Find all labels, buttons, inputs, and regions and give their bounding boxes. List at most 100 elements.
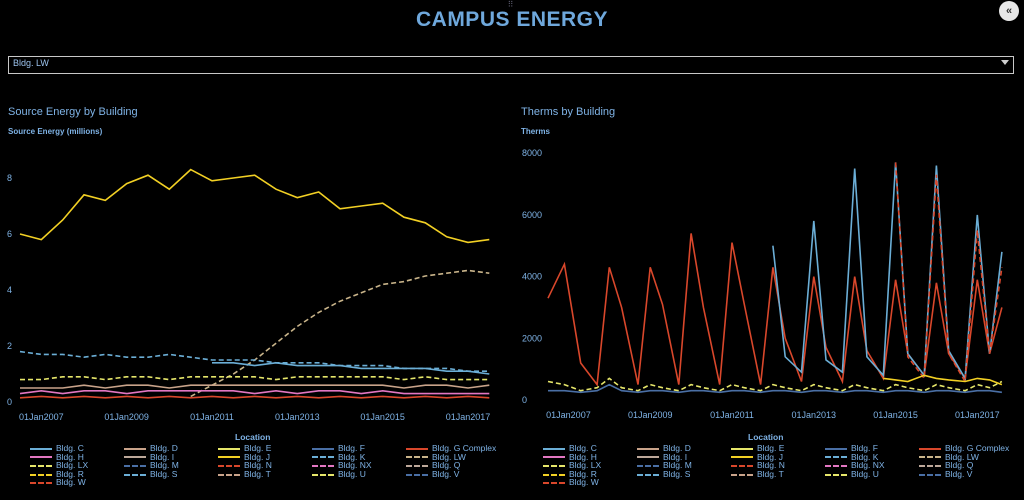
y-tick-label: 8 [7,173,12,183]
legend-label: Bldg. D [150,443,178,453]
legend-swatch [825,456,847,459]
y-axis-label-source-energy: Source Energy (millions) [8,127,103,136]
legend-label: Bldg. LW [432,451,466,462]
legend-swatch [30,447,52,450]
building-select[interactable]: Bldg. LW [8,56,1014,74]
legend-swatch [825,464,847,467]
legend-label: Bldg. M [663,460,692,471]
legend-label: Bldg. H [569,451,597,462]
series-line [894,162,1003,385]
legend-label: Bldg. W [56,477,86,488]
legend-label: Bldg. F [851,443,878,453]
legend-swatch [406,464,428,467]
legend-item: Bldg. Q [919,460,973,470]
legend-item: Bldg. F [312,443,365,453]
legend-swatch [30,464,52,467]
legend-label: Bldg. N [244,460,272,471]
legend-label: Bldg. K [851,451,879,462]
legend-label: Bldg. Q [945,460,974,471]
legend-item: Bldg. Q [406,460,460,470]
legend-label: Bldg. G Complex [432,443,497,453]
legend-label: Bldg. LX [56,460,89,471]
series-line [547,377,1003,392]
legend-swatch [731,447,753,450]
legend-swatch [218,456,240,459]
legend-swatch [124,456,146,459]
series-line [883,374,1003,386]
legend-therms: Bldg. C Bldg. D Bldg. E Bldg. F Bldg. G Comp… [543,443,1013,493]
legend-swatch [919,456,941,459]
x-tick-label: 01Jan2015 [360,412,405,422]
legend-label: Bldg. K [338,451,366,462]
legend-swatch [124,464,146,467]
legend-swatch [731,456,753,459]
x-tick-label: 01Jan2007 [546,410,591,420]
chevron-down-icon [1001,60,1009,65]
legend-label: Bldg. I [150,451,175,462]
y-tick-label: 6000 [522,210,542,220]
legend-label: Bldg. U [338,468,366,479]
y-tick-label: 8000 [522,148,542,158]
legend-label: Bldg. T [757,468,784,479]
legend-label: Bldg. E [244,443,272,453]
legend-item: Bldg. K [312,452,365,462]
legend-swatch [637,447,659,450]
legend-label: Bldg. NX [338,460,372,471]
legend-label: Bldg. R [569,468,597,479]
legend-label: Bldg. I [663,451,688,462]
legend-swatch [218,447,240,450]
legend-swatch [919,447,941,450]
legend-swatch [543,447,565,450]
legend-item: Bldg. U [312,469,366,479]
legend-swatch [637,456,659,459]
x-tick-label: 01Jan2009 [628,410,673,420]
legend-item: Bldg. D [637,443,691,453]
legend-swatch [637,473,659,476]
legend-label: Bldg. Q [432,460,461,471]
legend-label: Bldg. M [150,460,179,471]
legend-swatch [312,464,334,467]
x-tick-label: 01Jan2013 [792,410,837,420]
legend-item: Bldg. C [543,443,597,453]
legend-item: Bldg. M [124,460,179,470]
legend-label: Bldg. J [757,451,783,462]
y-tick-label: 4 [7,285,12,295]
legend-label: Bldg. H [56,451,84,462]
drag-grip-icon[interactable]: ⠿ [507,0,515,9]
y-tick-label: 4000 [522,272,542,282]
legend-swatch [30,482,52,485]
series-line [190,269,490,398]
legend-item: Bldg. D [124,443,178,453]
legend-label: Bldg. D [663,443,691,453]
y-tick-label: 0 [522,395,527,405]
legend-label: Bldg. G Complex [945,443,1010,453]
legend-item: Bldg. LX [30,460,88,470]
series-line [547,233,1003,387]
double-chevron-left-icon: « [1005,5,1013,17]
legend-swatch [312,456,334,459]
legend-swatch [543,482,565,485]
legend-label: Bldg. U [851,468,879,479]
legend-item: Bldg. G Complex [406,443,496,453]
chart-title-source-energy: Source Energy by Building [8,106,138,118]
y-tick-label: 2000 [522,333,542,343]
legend-item: Bldg. H [543,452,597,462]
legend-swatch [543,464,565,467]
legend-label: Bldg. J [244,451,270,462]
x-tick-label: 01Jan2009 [104,412,149,422]
y-tick-label: 2 [7,341,12,351]
legend-label: Bldg. F [338,443,365,453]
collapse-button[interactable]: « [999,1,1019,21]
legend-item: Bldg. J [218,452,270,462]
legend-swatch [543,456,565,459]
x-tick-label: 01Jan2007 [19,412,64,422]
legend-swatch [825,447,847,450]
legend-swatch [124,473,146,476]
legend-title-source-energy: Location [235,432,271,442]
legend-label: Bldg. V [432,468,460,479]
legend-swatch [919,464,941,467]
legend-source-energy: Bldg. C Bldg. D Bldg. E Bldg. F Bldg. G Comp… [30,443,500,493]
legend-item: Bldg. NX [312,460,372,470]
legend-label: Bldg. C [56,443,84,453]
